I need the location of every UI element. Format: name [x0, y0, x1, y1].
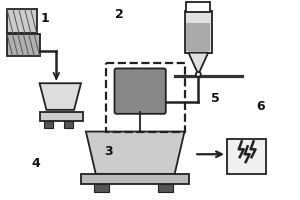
Text: 2: 2 [115, 8, 123, 21]
Bar [106, 63, 184, 132]
Text: 1: 1 [40, 12, 50, 25]
Polygon shape [158, 184, 173, 192]
Polygon shape [81, 174, 189, 184]
Polygon shape [188, 53, 208, 74]
FancyBboxPatch shape [115, 68, 166, 114]
Polygon shape [94, 184, 109, 192]
Polygon shape [86, 132, 184, 174]
Polygon shape [187, 2, 210, 12]
Polygon shape [7, 9, 37, 33]
Polygon shape [7, 34, 40, 56]
Text: 4: 4 [32, 157, 40, 170]
Polygon shape [64, 121, 73, 128]
Polygon shape [184, 11, 212, 53]
Text: 5: 5 [211, 92, 220, 105]
Polygon shape [44, 121, 53, 128]
Polygon shape [40, 83, 81, 110]
Polygon shape [227, 139, 266, 174]
Circle shape [196, 72, 201, 77]
Text: 6: 6 [256, 100, 265, 113]
Polygon shape [187, 23, 210, 51]
Text: 3: 3 [104, 145, 113, 158]
Polygon shape [40, 112, 83, 121]
